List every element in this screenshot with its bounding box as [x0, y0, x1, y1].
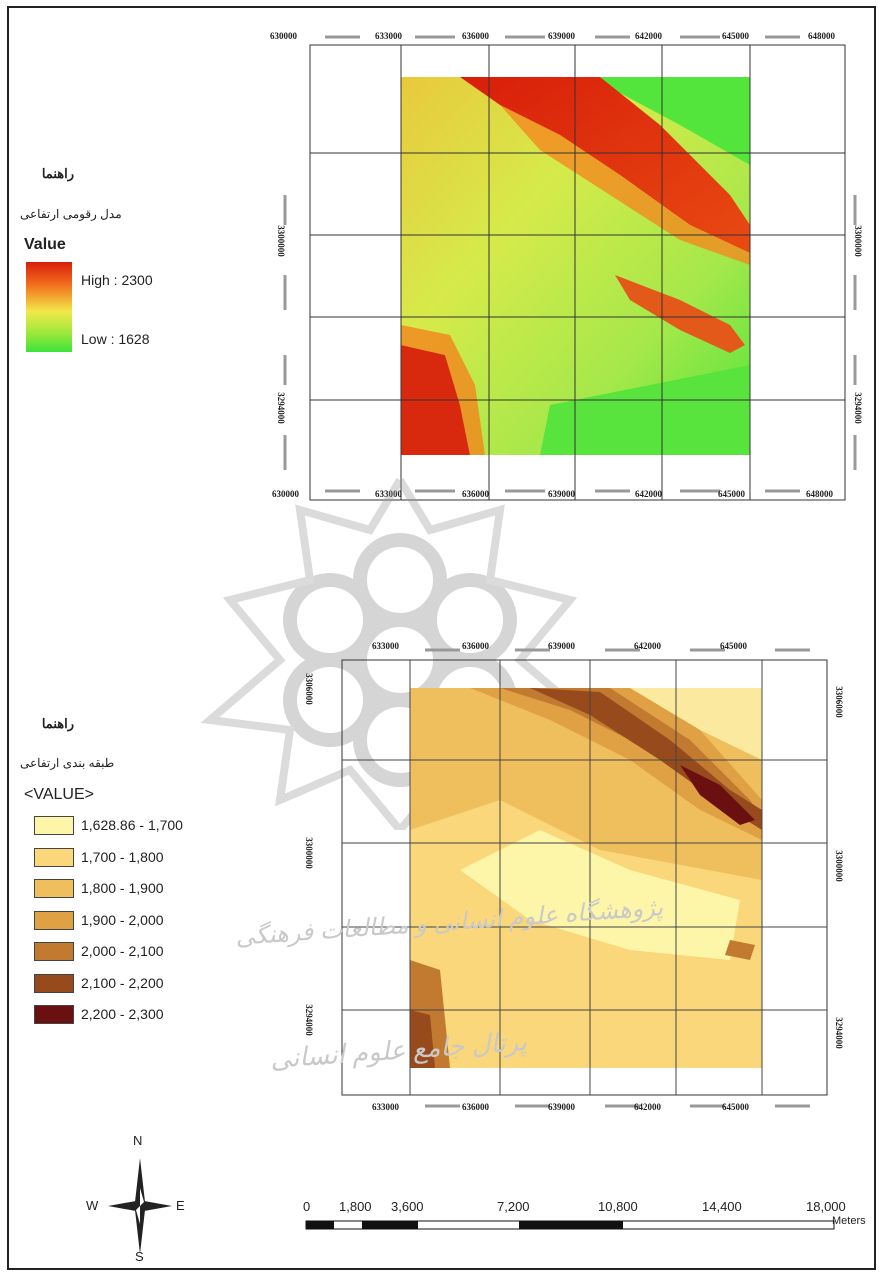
class-ytick-left: 3300000	[303, 837, 314, 869]
scale-label: 0	[303, 1199, 311, 1214]
class-xtick-bottom: 642000	[634, 1102, 661, 1112]
compass-east-label: E	[176, 1198, 185, 1213]
classified-grid	[342, 660, 827, 1095]
class-xtick-top: 639000	[548, 641, 575, 651]
scale-unit: Meters	[832, 1215, 866, 1227]
class-ytick-left: 3294000	[303, 1004, 314, 1036]
map2-legend-subtitle: طبقه بندی ارتفاعی	[20, 756, 115, 770]
dem-ridge-fringe	[500, 105, 750, 265]
scale-label: 10,800	[598, 1199, 638, 1214]
dem-lowland-ne	[590, 77, 750, 165]
dem-ytick-right: 3294000	[852, 392, 863, 424]
class-xtick-top: 633000	[372, 641, 399, 651]
dem-sw-fringe	[401, 325, 485, 455]
class-label: 1,628.86 - 1,700	[81, 817, 183, 833]
dem-border-dashes	[283, 35, 857, 493]
class-label: 1,800 - 1,900	[81, 880, 164, 896]
classified-map	[341, 648, 828, 1108]
dem-xtick-top: 633000	[375, 31, 402, 41]
dem-ytick-left: 3300000	[275, 225, 286, 257]
class-swatch	[34, 942, 74, 961]
class-xtick-top: 645000	[720, 641, 747, 651]
class-ytick-left: 3306000	[303, 673, 314, 705]
class-ytick-right: 3300000	[833, 850, 844, 882]
class-zone-1628-ne	[630, 688, 762, 760]
dem-xtick-bottom: 648000	[806, 489, 833, 499]
compass-south-label: S	[135, 1249, 144, 1264]
north-arrow-icon	[108, 1158, 172, 1254]
class-swatch	[34, 847, 74, 867]
map1-legend-title: راهنما	[41, 166, 74, 181]
class-swatch	[34, 973, 74, 993]
dem-xtick-top: 639000	[548, 31, 575, 41]
class-xtick-top: 636000	[462, 641, 489, 651]
dem-xtick-top: 630000	[270, 31, 297, 41]
dem-xtick-bottom: 636000	[462, 489, 489, 499]
class-xtick-bottom: 645000	[722, 1102, 749, 1112]
dem-xtick-bottom: 630000	[272, 489, 299, 499]
scale-bar	[305, 1220, 835, 1230]
compass-north-label: N	[133, 1133, 143, 1148]
class-label: 1,700 - 1,800	[81, 848, 164, 865]
class-label: 2,200 - 2,300	[81, 1006, 164, 1022]
dem-xtick-bottom: 639000	[548, 489, 575, 499]
class-ytick-right: 3306000	[833, 686, 844, 718]
dem-ytick-left: 3294000	[275, 392, 286, 424]
dem-secondary-ridge	[615, 275, 745, 353]
dem-map	[283, 35, 857, 501]
scale-label: 1,800	[339, 1199, 372, 1214]
map1-legend-subtitle: مدل رقومی ارتفاعی	[20, 207, 122, 221]
class-ytick-right: 3294000	[833, 1017, 844, 1049]
classified-border-dashes	[425, 648, 810, 1108]
map1-legend-field: Value	[24, 236, 66, 253]
class-zone-se	[725, 940, 755, 960]
dem-low-label: Low : 1628	[81, 331, 150, 347]
dem-xtick-top: 642000	[635, 31, 662, 41]
dem-xtick-bottom: 633000	[375, 489, 402, 499]
classified-neatline	[341, 659, 828, 1096]
scale-label: 7,200	[497, 1199, 530, 1214]
dem-xtick-top: 648000	[808, 31, 835, 41]
class-label: 2,100 - 2,200	[81, 974, 164, 991]
class-xtick-bottom: 639000	[548, 1102, 575, 1112]
scale-label: 14,400	[702, 1199, 742, 1214]
dem-xtick-bottom: 642000	[635, 489, 662, 499]
class-xtick-bottom: 636000	[462, 1102, 489, 1112]
dem-neatline	[309, 44, 846, 501]
scale-label: 3,600	[391, 1199, 424, 1214]
class-zone-2200	[680, 765, 755, 825]
dem-color-ramp	[26, 262, 72, 352]
dem-xtick-top: 636000	[462, 31, 489, 41]
compass-west-label: W	[86, 1198, 99, 1213]
map2-legend-title: راهنما	[41, 716, 74, 731]
class-xtick-top: 642000	[634, 641, 661, 651]
class-label: 1,900 - 2,000	[81, 911, 164, 928]
dem-high-label: High : 2300	[81, 272, 153, 288]
scale-label: 18,000	[806, 1199, 846, 1214]
class-swatch	[34, 816, 74, 835]
dem-xtick-top: 645000	[722, 31, 749, 41]
class-label: 2,000 - 2,100	[81, 943, 164, 959]
class-zone-sw-2100	[410, 1010, 435, 1068]
dem-grid	[310, 45, 845, 500]
class-swatch	[34, 879, 74, 898]
dem-ytick-right: 3300000	[852, 225, 863, 257]
class-swatch	[34, 910, 74, 930]
dem-lowland-s	[540, 365, 750, 455]
class-swatch	[34, 1005, 74, 1024]
map2-legend-field: <VALUE>	[24, 786, 94, 803]
map-layout-frame	[7, 6, 876, 1270]
dem-xtick-bottom: 645000	[718, 489, 745, 499]
class-xtick-bottom: 633000	[372, 1102, 399, 1112]
class-zone-1800	[470, 688, 762, 840]
